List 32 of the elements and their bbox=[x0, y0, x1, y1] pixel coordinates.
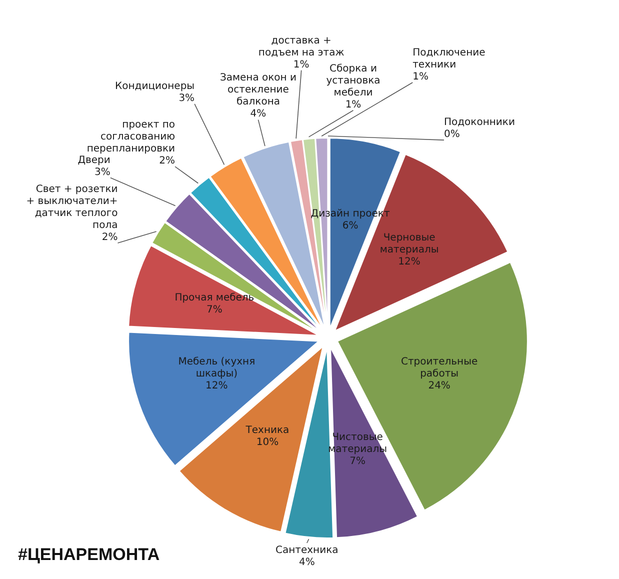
data-label: 4% bbox=[298, 556, 315, 568]
data-label: 2% bbox=[102, 232, 118, 243]
data-label: 10% bbox=[256, 437, 279, 448]
slice-label: Двери bbox=[78, 154, 110, 166]
slice-label: Мебель (кухня шкафы) bbox=[178, 356, 256, 380]
data-label: 2% bbox=[159, 156, 176, 167]
slice-label: Черновые материалы bbox=[380, 232, 439, 256]
slice-label: Подключение техники bbox=[412, 47, 486, 70]
data-label: 3% bbox=[94, 166, 110, 178]
data-label: 6% bbox=[342, 220, 358, 232]
data-label: 1% bbox=[345, 99, 362, 110]
slice-label: Сборка и установка мебели bbox=[326, 63, 380, 98]
data-label: 12% bbox=[398, 256, 420, 268]
data-label: 1% bbox=[412, 71, 428, 82]
slice-label: проект по согласованию перепланировки bbox=[86, 120, 176, 155]
slice-label: Свет + розетки + выключатели+ датчик теплого пола bbox=[26, 184, 118, 231]
slice-label: Кондиционеры bbox=[115, 80, 195, 92]
data-label: 24% bbox=[428, 380, 450, 392]
data-label: 1% bbox=[293, 59, 310, 70]
text: 0% bbox=[444, 129, 460, 140]
slice-label: доставка + подъем на этаж bbox=[258, 35, 344, 58]
slice-label: Строительные работы bbox=[401, 356, 478, 380]
slice-label: Сантехника bbox=[276, 544, 338, 556]
category-label: Подоконники bbox=[444, 117, 515, 128]
data-label: 4% bbox=[250, 108, 266, 120]
slice-label: Техника bbox=[244, 425, 290, 436]
data-label: 7% bbox=[206, 304, 222, 316]
data-label: 12% bbox=[206, 380, 228, 392]
data-label: 3% bbox=[178, 92, 195, 104]
text: #ЦЕНАРЕМОНТА bbox=[18, 545, 160, 564]
data-label: 7% bbox=[350, 456, 366, 468]
slice-label: Замена окон и остекление балкона bbox=[220, 72, 297, 108]
